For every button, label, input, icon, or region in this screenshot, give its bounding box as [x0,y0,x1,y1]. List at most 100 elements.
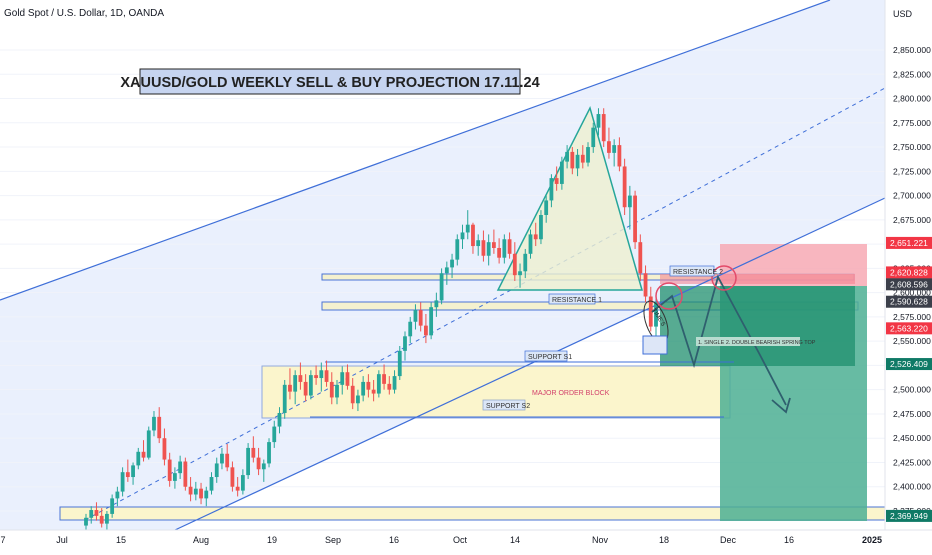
candle-body [105,513,109,524]
candle-body [152,416,156,431]
candle-body [633,195,637,243]
price-label-text: 2,651.221 [890,238,928,248]
small-box [642,335,668,355]
candle-body [518,271,522,276]
candle-body [539,214,543,240]
candle-body [502,239,507,258]
price-label-tag [886,266,932,279]
candle-body [261,463,266,470]
price-label-text: 2,563.220 [890,323,928,333]
price-tick-label: 2,475.000 [893,409,931,419]
candle-body [371,389,376,394]
price-label-tag [886,509,932,522]
candle-body [230,467,235,487]
candle-body [314,375,318,379]
candle-body [607,141,611,153]
candle-body [361,381,366,396]
candle-body [586,147,590,163]
price-tick-label: 2,575.000 [893,312,931,322]
candle-body [204,490,209,499]
candle-body [366,381,371,390]
price-label-text: 2,620.828 [890,267,928,277]
candle-body [622,166,627,208]
channel-upper-line [0,0,831,301]
candle-body [627,195,632,208]
candle-body [110,498,115,514]
currency-label: USD [893,9,913,19]
candle-body [167,459,172,481]
candle-body [408,321,413,337]
price-label-text: 2,608.596 [890,279,928,289]
price-tick-label: 2,500.000 [893,385,931,395]
price-tick-label: 2,700.000 [893,191,931,201]
candle-body [272,426,277,443]
candle-body [465,224,470,233]
candle-body [267,442,271,464]
resistance1-label: RESISTANCE 1 [552,297,602,304]
candle-body [376,374,381,394]
support2-label: SUPPORT S2 [486,403,530,410]
time-tick-label: 15 [116,535,126,545]
candle-body [256,457,261,470]
time-tick-label: Dec [720,535,737,545]
candle-body [329,381,334,398]
candle-body [528,234,533,254]
support1-label: SUPPORT S1 [528,354,572,361]
candle-body [340,372,345,385]
candle-body [193,488,198,495]
candle-body [580,154,585,163]
candle-body [298,375,303,382]
candle-body [497,247,502,258]
candle-body [654,302,658,327]
price-tick-label: 2,425.000 [893,457,931,467]
candle-body [199,488,203,499]
candle-body [554,178,559,184]
price-tick-label: 2,450.000 [893,433,931,443]
candle-body [444,267,449,274]
candle-body [120,472,125,492]
candle-body [439,273,444,301]
take-profit-area-inner [660,286,855,366]
candle-body [235,486,240,491]
price-label-text: 2,369.949 [890,511,928,521]
candle-body [172,473,177,481]
candle-body [141,451,146,458]
candle-body [486,242,491,256]
pattern-label: 1. SINGLE 2. DOUBLE BEARISH SPRING TOP [698,340,816,346]
price-label-tag [886,236,932,249]
price-tick-label: 2,850.000 [893,45,931,55]
chart-title: XAUUSD/GOLD WEEKLY SELL & BUY PROJECTION… [120,75,539,91]
candle-body [450,259,454,268]
channel-lower-line [174,197,886,531]
candle-body [476,240,481,247]
time-tick-label: Oct [453,535,468,545]
candle-body [146,430,151,458]
candle-body [481,240,486,256]
time-tick-label: Sep [325,535,341,545]
candle-body [643,273,648,297]
candle-body [523,253,528,272]
price-tick-label: 2,725.000 [893,166,931,176]
candle-body [460,232,465,240]
candle-body [601,114,606,142]
candle-body [392,376,397,390]
candle-body [94,510,99,516]
candle-body [403,336,407,351]
time-tick-label: 16 [389,535,399,545]
candle-body [434,300,439,308]
candle-body [350,385,355,404]
time-tick-label: Nov [592,535,609,545]
candle-body [387,383,392,390]
price-tick-label: 2,400.000 [893,482,931,492]
candle-body [549,178,554,201]
candle-body [455,239,460,260]
candle-body [356,395,360,404]
resistance2-label: RESISTANCE 2 [673,269,723,276]
candle-body [544,200,549,215]
resistance2-box [669,265,715,277]
candle-body [214,463,219,478]
candle-body [125,472,130,478]
candle-body [429,307,434,336]
